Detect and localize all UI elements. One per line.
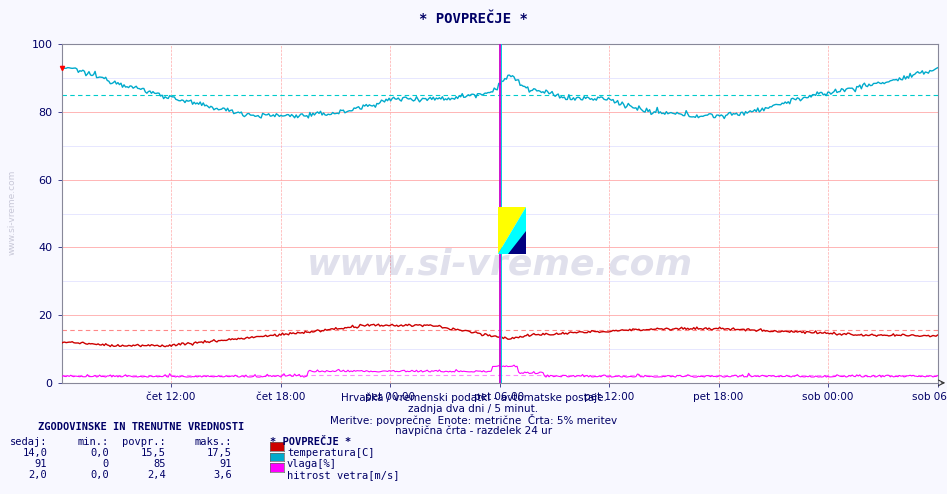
Polygon shape — [498, 207, 526, 254]
Text: sedaj:: sedaj: — [9, 437, 47, 447]
Text: 3,6: 3,6 — [213, 470, 232, 480]
Text: maks.:: maks.: — [194, 437, 232, 447]
Text: Meritve: povprečne  Enote: metrične  Črta: 5% meritev: Meritve: povprečne Enote: metrične Črta:… — [330, 414, 617, 426]
Text: 0,0: 0,0 — [90, 470, 109, 480]
Text: * POVPREČJE *: * POVPREČJE * — [420, 12, 527, 26]
Text: vlaga[%]: vlaga[%] — [287, 459, 337, 469]
Text: 2,0: 2,0 — [28, 470, 47, 480]
Text: * POVPREČJE *: * POVPREČJE * — [270, 437, 351, 447]
Text: min.:: min.: — [78, 437, 109, 447]
Text: www.si-vreme.com: www.si-vreme.com — [8, 170, 17, 255]
Text: 91: 91 — [220, 459, 232, 469]
Text: povpr.:: povpr.: — [122, 437, 166, 447]
Text: zadnja dva dni / 5 minut.: zadnja dva dni / 5 minut. — [408, 404, 539, 413]
Text: navpična črta - razdelek 24 ur: navpična črta - razdelek 24 ur — [395, 425, 552, 436]
Text: 2,4: 2,4 — [147, 470, 166, 480]
Text: 15,5: 15,5 — [141, 448, 166, 458]
Text: 91: 91 — [35, 459, 47, 469]
Text: ZGODOVINSKE IN TRENUTNE VREDNOSTI: ZGODOVINSKE IN TRENUTNE VREDNOSTI — [38, 422, 244, 432]
Text: 0: 0 — [102, 459, 109, 469]
Text: 14,0: 14,0 — [23, 448, 47, 458]
Text: 0,0: 0,0 — [90, 448, 109, 458]
Text: 17,5: 17,5 — [207, 448, 232, 458]
Text: temperatura[C]: temperatura[C] — [287, 448, 374, 458]
Text: Hrvaška / vremenski podatki - avtomatske postaje.: Hrvaška / vremenski podatki - avtomatske… — [341, 393, 606, 403]
Text: hitrost vetra[m/s]: hitrost vetra[m/s] — [287, 470, 400, 480]
Text: www.si-vreme.com: www.si-vreme.com — [307, 247, 692, 282]
Polygon shape — [498, 207, 526, 254]
Text: 85: 85 — [153, 459, 166, 469]
Polygon shape — [509, 231, 526, 254]
